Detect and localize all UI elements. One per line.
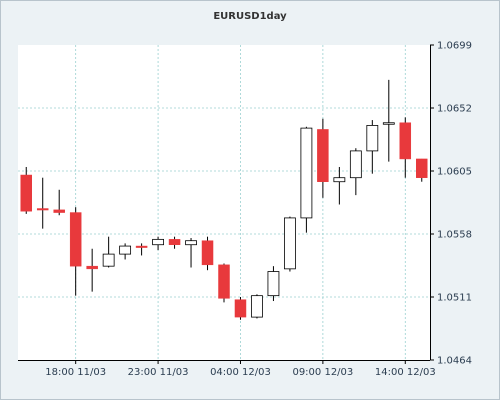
- x-tick-label: 14:00 12/03: [375, 367, 436, 378]
- candle-body-bear: [53, 209, 65, 213]
- candle: [267, 266, 280, 302]
- candle-body-bear: [317, 129, 329, 182]
- y-tick-label: 1.0558: [437, 230, 472, 241]
- candle: [333, 166, 346, 205]
- x-tick-label: 23:00 11/03: [128, 367, 189, 378]
- candle-body-bull: [152, 238, 164, 246]
- y-tick-label: 1.0605: [437, 167, 472, 178]
- candle: [36, 177, 49, 229]
- candle-body-bull: [366, 125, 379, 152]
- candle-body-bear: [201, 240, 214, 266]
- candle-body-bull: [119, 245, 132, 255]
- y-tick-label: 1.0511: [437, 293, 472, 304]
- candle-body-bear: [234, 299, 247, 318]
- candle-body-bull: [349, 150, 362, 179]
- x-tick-label: 18:00 11/03: [45, 367, 106, 378]
- candle-body-bear: [168, 239, 181, 245]
- candle: [135, 243, 148, 256]
- candle: [185, 238, 197, 268]
- candle-body-bull: [267, 271, 280, 297]
- y-tick-label: 1.0652: [437, 104, 472, 115]
- candle-body-bear: [399, 122, 412, 160]
- candle: [284, 216, 296, 272]
- candle-body-bear: [86, 265, 98, 270]
- candle-body-bear: [416, 158, 428, 178]
- candle-body-bull: [284, 217, 296, 270]
- candle-body-bull: [102, 253, 115, 267]
- candle-body-bear: [135, 245, 148, 248]
- candle-body-bear: [218, 264, 230, 299]
- candle: [86, 248, 98, 292]
- plot-area: [18, 45, 430, 360]
- candle: [349, 148, 362, 196]
- candle: [317, 118, 329, 198]
- candle-body-bull: [333, 177, 346, 183]
- candle: [20, 166, 32, 214]
- candle: [251, 294, 263, 319]
- candle-body-bull: [382, 122, 395, 125]
- candle-body-bear: [20, 174, 32, 212]
- x-tick-label: 09:00 12/03: [292, 367, 353, 378]
- candle: [399, 117, 412, 178]
- candle: [119, 243, 132, 260]
- candle-body-bear: [36, 208, 49, 211]
- candle: [218, 263, 230, 303]
- candle: [168, 236, 181, 249]
- y-tick-label: 1.0699: [437, 41, 472, 52]
- candle: [234, 297, 247, 320]
- candle: [201, 236, 214, 271]
- candle-body-bull: [300, 127, 313, 219]
- y-tick-label: 1.0464: [437, 356, 472, 367]
- candle: [382, 79, 395, 162]
- candle: [53, 189, 65, 216]
- candle-body-bull: [251, 295, 263, 318]
- candle-body-bull: [185, 240, 197, 246]
- candle: [300, 126, 313, 233]
- candle: [102, 236, 115, 268]
- candle: [416, 158, 428, 182]
- candle: [366, 120, 379, 174]
- candle: [69, 207, 82, 296]
- x-tick-label: 04:00 12/03: [210, 367, 271, 378]
- candle: [152, 236, 164, 251]
- candle-body-bear: [69, 212, 82, 267]
- chart-title: EURUSD1day: [213, 11, 287, 22]
